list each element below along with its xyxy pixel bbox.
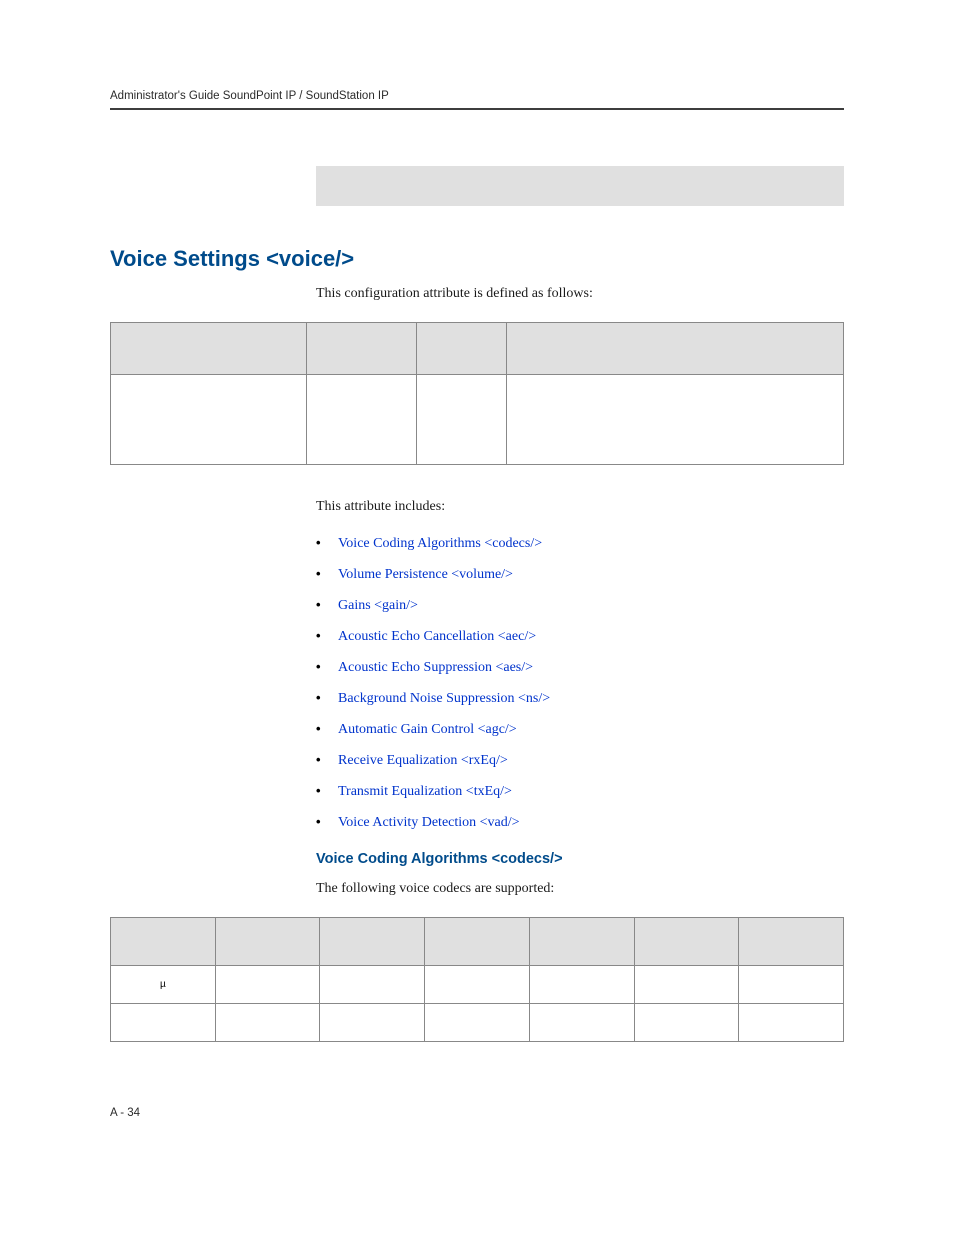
table-cell: [739, 1004, 844, 1042]
sub-intro-text: The following voice codecs are supported…: [316, 881, 844, 897]
table-header-cell: [417, 323, 507, 375]
table-cell: [425, 966, 530, 1004]
table-cell: [634, 1004, 739, 1042]
list-item: • Transmit Equalization <txEq/>: [316, 783, 844, 800]
link-vad[interactable]: Voice Activity Detection <vad/>: [338, 815, 520, 831]
bullet-icon: •: [316, 535, 338, 550]
bullet-icon: •: [316, 721, 338, 736]
table-row: µ: [111, 966, 844, 1004]
table-cell: µ: [111, 966, 216, 1004]
list-item: • Acoustic Echo Suppression <aes/>: [316, 659, 844, 676]
table-cell: [634, 966, 739, 1004]
table-header-cell: [307, 323, 417, 375]
table-cell: [111, 1004, 216, 1042]
running-header: Administrator's Guide SoundPoint IP / So…: [110, 90, 844, 102]
table-cell: [307, 375, 417, 465]
link-gain[interactable]: Gains <gain/>: [338, 598, 418, 614]
table-row: [111, 1004, 844, 1042]
header-rule: [110, 108, 844, 110]
intro-text: This configuration attribute is defined …: [316, 286, 844, 302]
grey-strip: [316, 166, 844, 206]
table-header-cell: [111, 323, 307, 375]
list-item: • Gains <gain/>: [316, 597, 844, 614]
section-title: Voice Settings <voice/>: [110, 246, 844, 272]
table-cell: [320, 966, 425, 1004]
bullet-icon: •: [316, 752, 338, 767]
page: Administrator's Guide SoundPoint IP / So…: [0, 0, 954, 1042]
list-item: • Acoustic Echo Cancellation <aec/>: [316, 628, 844, 645]
link-aec[interactable]: Acoustic Echo Cancellation <aec/>: [338, 629, 536, 645]
link-aes[interactable]: Acoustic Echo Suppression <aes/>: [338, 660, 533, 676]
table-cell: [111, 375, 307, 465]
table-cell: [425, 1004, 530, 1042]
table-cell: [417, 375, 507, 465]
table-header-cell: [425, 918, 530, 966]
bullet-icon: •: [316, 690, 338, 705]
list-item: • Volume Persistence <volume/>: [316, 566, 844, 583]
table-header-cell: [320, 918, 425, 966]
table-cell: [320, 1004, 425, 1042]
link-ns[interactable]: Background Noise Suppression <ns/>: [338, 691, 550, 707]
list-item: • Receive Equalization <rxEq/>: [316, 752, 844, 769]
table-header-cell: [529, 918, 634, 966]
page-number: A - 34: [110, 1107, 140, 1119]
after-table-text: This attribute includes:: [316, 499, 844, 515]
link-rxeq[interactable]: Receive Equalization <rxEq/>: [338, 753, 508, 769]
bullet-icon: •: [316, 597, 338, 612]
table-row: [111, 375, 844, 465]
bullet-icon: •: [316, 659, 338, 674]
link-txeq[interactable]: Transmit Equalization <txEq/>: [338, 784, 512, 800]
link-codecs[interactable]: Voice Coding Algorithms <codecs/>: [338, 536, 542, 552]
link-volume[interactable]: Volume Persistence <volume/>: [338, 567, 513, 583]
table-header-row: [111, 918, 844, 966]
bullet-icon: •: [316, 814, 338, 829]
link-agc[interactable]: Automatic Gain Control <agc/>: [338, 722, 517, 738]
table-cell: [529, 966, 634, 1004]
table-header-cell: [507, 323, 844, 375]
list-item: • Voice Activity Detection <vad/>: [316, 814, 844, 831]
codec-table: µ: [110, 917, 844, 1042]
list-item: • Voice Coding Algorithms <codecs/>: [316, 535, 844, 552]
table-header-cell: [215, 918, 320, 966]
table-cell: [215, 966, 320, 1004]
table-cell: [529, 1004, 634, 1042]
table-header-cell: [634, 918, 739, 966]
table-cell: [507, 375, 844, 465]
bullet-icon: •: [316, 783, 338, 798]
list-item: • Background Noise Suppression <ns/>: [316, 690, 844, 707]
table-cell: [215, 1004, 320, 1042]
attribute-table: [110, 322, 844, 465]
bullet-icon: •: [316, 628, 338, 643]
bullet-icon: •: [316, 566, 338, 581]
table-header-cell: [739, 918, 844, 966]
table-header-cell: [111, 918, 216, 966]
subsection-title: Voice Coding Algorithms <codecs/>: [316, 851, 844, 867]
list-item: • Automatic Gain Control <agc/>: [316, 721, 844, 738]
table-header-row: [111, 323, 844, 375]
link-list: • Voice Coding Algorithms <codecs/> • Vo…: [316, 535, 844, 831]
table-cell: [739, 966, 844, 1004]
